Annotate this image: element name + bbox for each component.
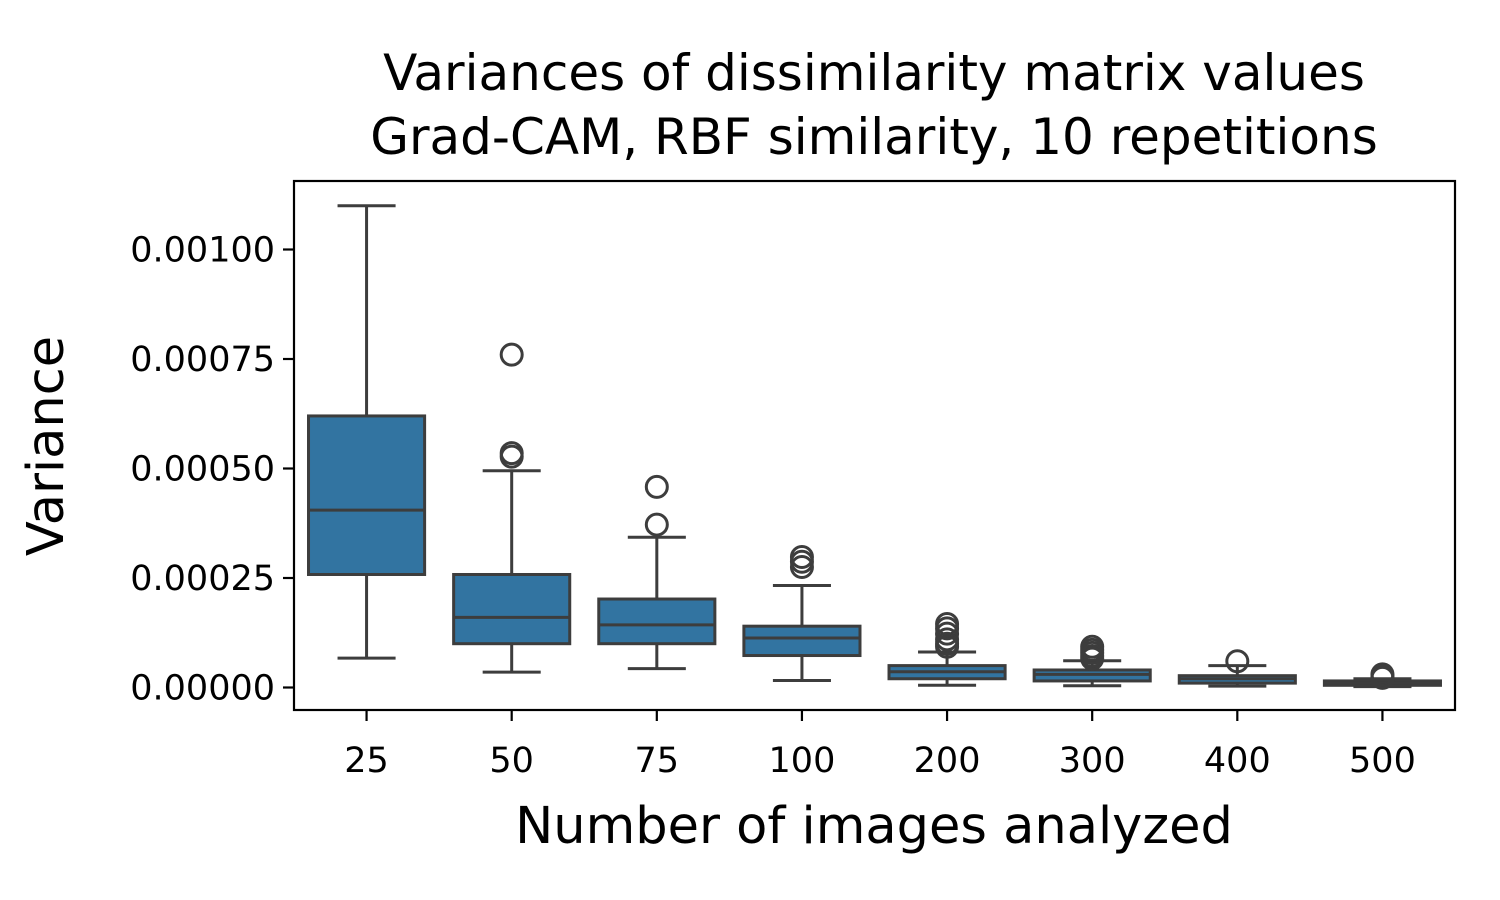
outlier-300-4 bbox=[1080, 646, 1105, 671]
box-75 bbox=[597, 474, 717, 671]
outlier-75-0 bbox=[644, 474, 669, 499]
x-tick-label-200: 200 bbox=[914, 741, 981, 781]
box-100 bbox=[742, 544, 862, 682]
outlier-75-1 bbox=[644, 512, 669, 537]
y-axis-label: Variance bbox=[17, 336, 76, 556]
outlier-50-0 bbox=[499, 342, 524, 367]
iqr-box-25 bbox=[307, 414, 427, 576]
y-tick-label-2: 0.00050 bbox=[130, 450, 275, 490]
y-tick-label-1: 0.00025 bbox=[130, 559, 275, 599]
x-tick-label-25: 25 bbox=[344, 741, 389, 781]
iqr-box-100 bbox=[742, 624, 862, 658]
plot-area bbox=[307, 204, 1442, 690]
box-25 bbox=[307, 204, 427, 660]
box-500 bbox=[1322, 662, 1442, 690]
y-tick-label-3: 0.00075 bbox=[130, 340, 275, 380]
x-tick-label-300: 300 bbox=[1059, 741, 1126, 781]
x-axis-label: Number of images analyzed bbox=[515, 797, 1233, 856]
x-tick-label-50: 50 bbox=[489, 741, 534, 781]
chart-title-line-2: Grad-CAM, RBF similarity, 10 repetitions bbox=[370, 108, 1378, 166]
x-tick-label-500: 500 bbox=[1349, 741, 1416, 781]
chart-title-line-1: Variances of dissimilarity matrix values bbox=[383, 44, 1365, 102]
outlier-500-2 bbox=[1370, 665, 1395, 690]
iqr-box-50 bbox=[452, 572, 572, 646]
axes: 0.00000 0.00025 0.00050 0.00075 0.00100 25 50 7… bbox=[130, 231, 1416, 782]
plot-frame bbox=[292, 179, 1457, 712]
x-tick-label-100: 100 bbox=[769, 741, 836, 781]
x-tick-label-75: 75 bbox=[635, 741, 680, 781]
box-50 bbox=[452, 342, 572, 674]
outlier-400-0 bbox=[1225, 649, 1250, 674]
box-400 bbox=[1177, 649, 1297, 688]
outlier-200-5 bbox=[935, 634, 960, 659]
outlier-100-2 bbox=[789, 555, 814, 580]
x-tick-label-400: 400 bbox=[1204, 741, 1271, 781]
box-200 bbox=[887, 611, 1007, 687]
box-300 bbox=[1032, 634, 1152, 688]
y-tick-label-0: 0.00000 bbox=[130, 669, 275, 709]
iqr-box-75 bbox=[597, 597, 717, 646]
outlier-50-2 bbox=[499, 444, 524, 469]
y-tick-label-4: 0.00100 bbox=[130, 231, 275, 271]
